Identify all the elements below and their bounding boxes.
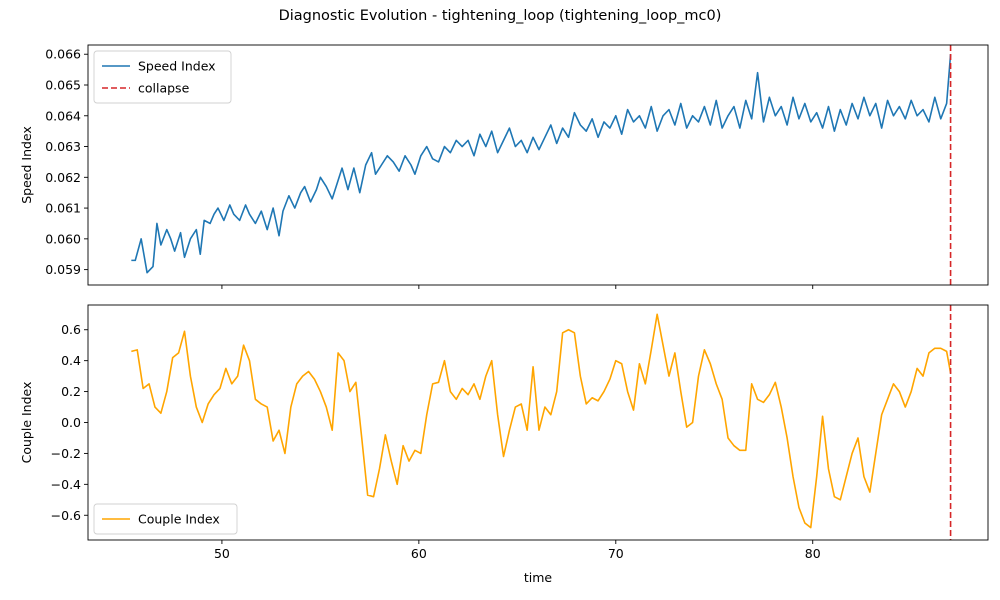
- y-tick-label: 0.6: [61, 322, 81, 337]
- chart-panel-2: 50 60 70 80 −0.6 −0.4 −0.2 0.0 0.2 0.4 0.6 Couple I…: [19, 304, 989, 585]
- legend-1: Speed Index collapse: [93, 50, 232, 104]
- x-tick-label: 70: [608, 546, 624, 561]
- axes-frame-1: [87, 44, 989, 286]
- y-tick-1-5: 0.063: [45, 139, 88, 154]
- y-tick-1-6: 0.064: [45, 108, 88, 123]
- y-tick-1-8: 0.066: [45, 47, 88, 62]
- legend-box: [93, 503, 238, 535]
- y-tick-label: 0.064: [45, 108, 81, 123]
- x-tick-2-3: 70: [608, 540, 624, 561]
- y-tick-1-2: 0.060: [45, 231, 88, 246]
- y-tick-label: 0.061: [45, 201, 81, 216]
- x-tick-2-1: 50: [214, 540, 230, 561]
- x-axis-label: time: [524, 570, 553, 585]
- y-tick-label: 0.065: [45, 78, 81, 93]
- y-tick-2-5: 0.2: [61, 384, 88, 399]
- y-tick-1-4: 0.062: [45, 170, 88, 185]
- y-tick-2-4: 0.0: [61, 415, 88, 430]
- y-tick-label: 0.063: [45, 139, 81, 154]
- x-tick-label: 80: [805, 546, 821, 561]
- legend-label-1: Speed Index: [138, 59, 216, 74]
- y-tick-label: 0.0: [61, 415, 81, 430]
- y-tick-label: 0.2: [61, 384, 81, 399]
- y-tick-label: 0.059: [45, 262, 81, 277]
- y-axis-label-2: Couple Index: [19, 382, 34, 464]
- x-tick-2-2: 60: [411, 540, 427, 561]
- y-tick-2-3: −0.2: [51, 446, 88, 461]
- series-line-1-1: [131, 54, 952, 274]
- y-tick-1-7: 0.065: [45, 78, 88, 93]
- x-tick-label: 50: [214, 546, 230, 561]
- y-tick-label: −0.4: [51, 477, 81, 492]
- x-tick-2-4: 80: [805, 540, 821, 561]
- series-line-2-1: [131, 313, 952, 529]
- y-tick-2-2: −0.4: [51, 477, 88, 492]
- figure-title: Diagnostic Evolution - tightening_loop (…: [278, 8, 722, 24]
- legend-label-1: Couple Index: [138, 512, 220, 527]
- y-tick-2-6: 0.4: [61, 353, 88, 368]
- y-axis-label-1: Speed Index: [19, 126, 34, 204]
- y-tick-1-1: 0.059: [45, 262, 88, 277]
- y-tick-label: 0.062: [45, 170, 81, 185]
- legend-2: Couple Index: [93, 503, 238, 535]
- y-tick-label: 0.4: [61, 353, 81, 368]
- legend-box: [93, 50, 232, 104]
- y-tick-2-7: 0.6: [61, 322, 88, 337]
- y-tick-label: −0.6: [51, 508, 81, 523]
- y-tick-1-3: 0.061: [45, 201, 88, 216]
- y-tick-label: 0.060: [45, 231, 81, 246]
- y-tick-2-1: −0.6: [51, 508, 88, 523]
- x-tick-label: 60: [411, 546, 427, 561]
- y-tick-label: 0.066: [45, 47, 81, 62]
- y-tick-label: −0.2: [51, 446, 81, 461]
- chart-panel-1: 0.059 0.060 0.061 0.062 0.063 0.064 0.065 0.066…: [19, 44, 989, 289]
- legend-label-2: collapse: [138, 81, 190, 96]
